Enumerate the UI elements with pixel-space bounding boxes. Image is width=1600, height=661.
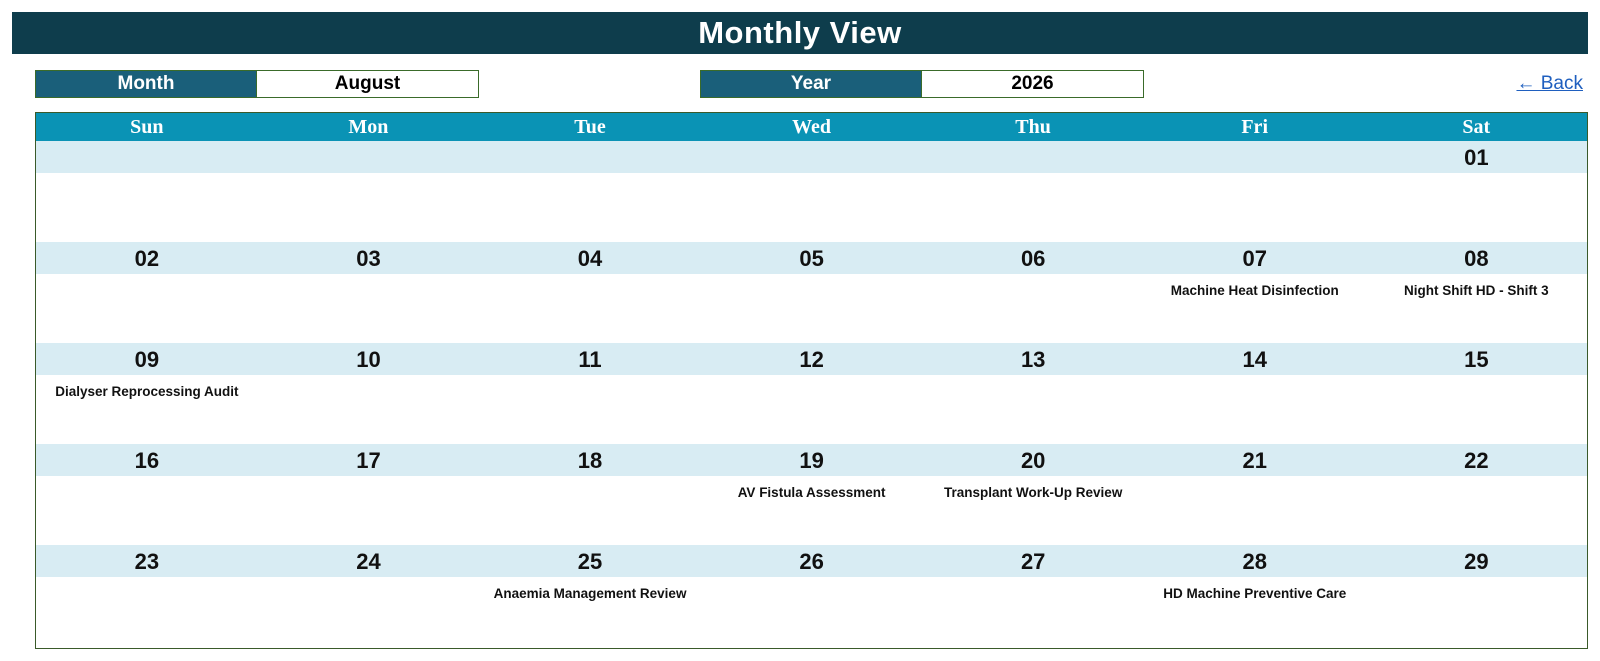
calendar-event: Anaemia Management Review <box>493 586 687 601</box>
calendar-day-cell[interactable]: 26 <box>701 545 923 646</box>
calendar-day-cell[interactable]: 11 <box>479 343 701 444</box>
calendar-day-cell[interactable]: 02 <box>36 242 258 343</box>
day-number: 03 <box>356 246 381 271</box>
day-number: 15 <box>1464 347 1489 372</box>
year-selector: Year 2026 <box>700 70 1144 98</box>
calendar-week-row: 23 24 25 Anaemia Management Review 26 27 28 HD … <box>36 545 1587 646</box>
calendar-day-cell[interactable]: 12 <box>701 343 923 444</box>
calendar-day-cell[interactable]: 03 <box>258 242 480 343</box>
calendar-grid: Sun Mon Tue Wed Thu Fri Sat 01 02 03 04 05 06… <box>35 112 1588 649</box>
day-number: 27 <box>1020 549 1046 574</box>
calendar-day-cell[interactable] <box>479 141 701 242</box>
weekday-tue: Tue <box>574 116 606 138</box>
day-number: 13 <box>1020 347 1046 372</box>
day-number: 06 <box>1020 246 1046 271</box>
calendar-day-cell[interactable]: 24 <box>258 545 480 646</box>
date-band <box>36 545 1587 577</box>
day-number: 12 <box>799 347 824 372</box>
calendar-day-cell[interactable] <box>258 141 480 242</box>
day-number: 01 <box>1464 145 1489 170</box>
calendar-event: AV Fistula Assessment <box>737 485 886 500</box>
weekday-wed: Wed <box>792 116 831 138</box>
calendar-day-cell[interactable]: 10 <box>258 343 480 444</box>
calendar-day-cell[interactable]: 15 <box>1365 343 1587 444</box>
day-number: 05 <box>799 246 824 271</box>
year-label: Year <box>700 70 922 98</box>
month-label: Month <box>35 70 257 98</box>
day-number: 11 <box>578 347 602 372</box>
calendar-day-cell[interactable]: 05 <box>701 242 923 343</box>
day-number: 14 <box>1242 347 1267 372</box>
calendar-day-cell[interactable]: 17 <box>258 444 480 545</box>
day-number: 23 <box>134 549 160 574</box>
calendar-week-row: 09 Dialyser Reprocessing Audit 10 11 12 13 14 1… <box>36 343 1587 444</box>
day-number: 28 <box>1242 549 1267 574</box>
date-band <box>36 141 1587 173</box>
calendar-day-cell[interactable]: 19 AV Fistula Assessment <box>701 444 923 545</box>
calendar-day-cell[interactable]: 18 <box>479 444 701 545</box>
calendar-day-cell[interactable]: 28 HD Machine Preventive Care <box>1144 545 1366 646</box>
date-band <box>36 444 1587 476</box>
calendar-day-cell[interactable]: 22 <box>1365 444 1587 545</box>
calendar-week-row: 02 03 04 05 06 07 Machine Heat Disinfection 08 N… <box>36 242 1587 343</box>
calendar-day-cell[interactable]: 06 <box>922 242 1144 343</box>
back-link[interactable]: ← Back <box>1516 73 1583 94</box>
day-number: 07 <box>1242 246 1267 271</box>
calendar-day-cell[interactable]: 04 <box>479 242 701 343</box>
day-number: 19 <box>799 448 824 473</box>
month-selector: Month August <box>35 70 479 98</box>
calendar-day-cell[interactable]: 13 <box>922 343 1144 444</box>
calendar-day-cell[interactable] <box>36 141 258 242</box>
calendar-day-cell[interactable] <box>1144 141 1366 242</box>
calendar-day-cell[interactable]: 01 <box>1365 141 1587 242</box>
calendar-day-cell[interactable]: 21 <box>1144 444 1366 545</box>
month-value-field[interactable]: August <box>257 70 479 98</box>
year-value-field[interactable]: 2026 <box>922 70 1144 98</box>
calendar-event: Machine Heat Disinfection <box>1170 283 1339 298</box>
calendar-event: HD Machine Preventive Care <box>1163 586 1347 601</box>
weekday-thu: Thu <box>1015 116 1051 138</box>
day-number: 21 <box>1242 448 1267 473</box>
day-number: 18 <box>577 448 603 473</box>
weekday-sat: Sat <box>1462 116 1491 138</box>
date-band <box>36 242 1587 274</box>
day-number: 09 <box>134 347 160 372</box>
day-number: 04 <box>577 246 603 271</box>
calendar-day-cell[interactable]: 29 <box>1365 545 1587 646</box>
day-number: 17 <box>356 448 381 473</box>
day-number: 20 <box>1020 448 1046 473</box>
calendar-day-cell[interactable]: 20 Transplant Work-Up Review <box>922 444 1144 545</box>
date-band <box>36 343 1587 375</box>
calendar-day-cell[interactable]: 14 <box>1144 343 1366 444</box>
day-number: 16 <box>134 448 160 473</box>
calendar-day-cell[interactable]: 08 Night Shift HD - Shift 3 <box>1365 242 1587 343</box>
day-number: 10 <box>356 347 381 372</box>
calendar-event: Night Shift HD - Shift 3 <box>1403 283 1549 298</box>
calendar-week-row: 16 17 18 19 AV Fistula Assessment 20 Transplan… <box>36 444 1587 545</box>
calendar-day-cell[interactable]: 07 Machine Heat Disinfection <box>1144 242 1366 343</box>
calendar-day-cell[interactable] <box>922 141 1144 242</box>
day-number: 25 <box>577 549 603 574</box>
day-number: 26 <box>799 549 824 574</box>
weekday-header: Sun Mon Tue Wed Thu Fri Sat <box>36 113 1587 142</box>
calendar-day-cell[interactable] <box>701 141 923 242</box>
calendar-event: Dialyser Reprocessing Audit <box>55 384 239 399</box>
calendar-day-cell[interactable]: 16 <box>36 444 258 545</box>
weekday-mon: Mon <box>348 116 389 138</box>
day-number: 08 <box>1464 246 1489 271</box>
day-number: 22 <box>1464 448 1489 473</box>
page-title: Monthly View <box>12 12 1588 54</box>
calendar-day-cell[interactable]: 23 <box>36 545 258 646</box>
day-number: 24 <box>356 549 381 574</box>
calendar-day-cell[interactable]: 25 Anaemia Management Review <box>479 545 701 646</box>
calendar-event: Transplant Work-Up Review <box>944 485 1123 500</box>
calendar-day-cell[interactable]: 09 Dialyser Reprocessing Audit <box>36 343 258 444</box>
day-number: 02 <box>134 246 160 271</box>
day-number: 29 <box>1464 549 1489 574</box>
weekday-fri: Fri <box>1241 116 1268 138</box>
weekday-sun: Sun <box>130 116 164 138</box>
calendar-day-cell[interactable]: 27 <box>922 545 1144 646</box>
calendar-week-row: 01 <box>36 141 1587 242</box>
